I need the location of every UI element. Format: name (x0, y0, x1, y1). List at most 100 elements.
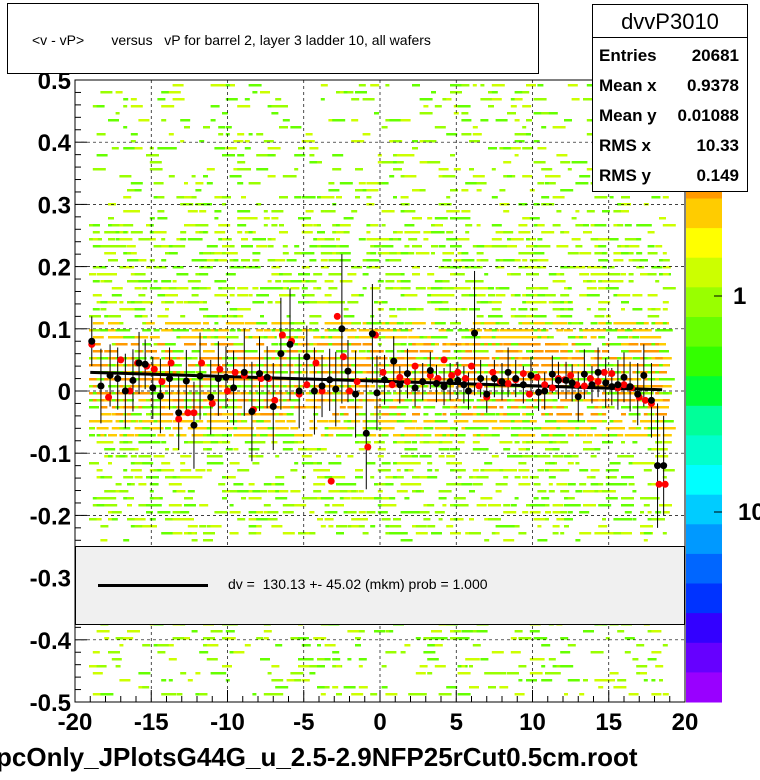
heatmap-cell (412, 273, 420, 276)
heatmap-cell (89, 518, 99, 521)
heatmap-cell (624, 364, 630, 367)
heatmap-cell (510, 147, 521, 150)
heatmap-cell (123, 637, 134, 640)
heatmap-cell (275, 287, 283, 290)
heatmap-cell (613, 343, 623, 346)
heatmap-cell (347, 385, 352, 388)
heatmap-cell (248, 448, 253, 451)
colorbar-segment (686, 435, 722, 466)
heatmap-cell (431, 322, 438, 325)
heatmap-cell (579, 483, 587, 486)
heatmap-cell (621, 399, 629, 402)
heatmap-cell (320, 357, 326, 360)
heatmap-cell (142, 392, 148, 395)
heatmap-cell (472, 658, 480, 661)
heatmap-cell (590, 238, 604, 241)
heatmap-cell (461, 189, 469, 192)
heatmap-cell (168, 91, 181, 94)
heatmap-cell (146, 266, 152, 269)
heatmap-cell (252, 287, 259, 290)
heatmap-cell (313, 490, 322, 493)
heatmap-cell (613, 532, 623, 535)
heatmap-cell (514, 119, 520, 122)
heatmap-cell (537, 322, 547, 325)
heatmap-cell (172, 245, 185, 248)
heatmap-cell (450, 406, 457, 409)
heatmap-cell (400, 392, 407, 395)
heatmap-cell (586, 364, 592, 367)
heatmap-cell (214, 280, 227, 283)
heatmap-cell (328, 273, 342, 276)
heatmap-cell (210, 427, 221, 430)
heatmap-cell (662, 644, 668, 647)
heatmap-cell (469, 518, 474, 521)
heatmap-cell (199, 140, 205, 143)
heatmap-cell (605, 329, 612, 332)
y-tick-label: 0.1 (38, 317, 71, 344)
heatmap-cell (476, 504, 487, 507)
heatmap-cell (225, 252, 238, 255)
heatmap-cell (248, 217, 258, 220)
heatmap-cell (522, 413, 528, 416)
heatmap-cell (377, 483, 384, 486)
heatmap-cell (267, 336, 275, 339)
heatmap-cell (218, 483, 226, 486)
heatmap-cell (267, 427, 275, 430)
heatmap-cell (662, 420, 674, 423)
heatmap-cell (613, 462, 620, 465)
heatmap-cell (438, 266, 450, 269)
heatmap-cell (613, 280, 624, 283)
heatmap-cell (548, 441, 555, 444)
black-point (310, 387, 318, 395)
heatmap-cell (161, 287, 175, 290)
heatmap-cell (503, 427, 511, 430)
heatmap-cell (195, 476, 203, 479)
heatmap-cell (225, 630, 235, 633)
heatmap-cell (332, 336, 344, 339)
heatmap-cell (537, 238, 543, 241)
heatmap-cell (134, 434, 139, 437)
heatmap-cell (415, 490, 421, 493)
heatmap-cell (332, 427, 339, 430)
heatmap-cell (157, 196, 165, 199)
heatmap-cell (180, 455, 192, 458)
heatmap-cell (567, 357, 572, 360)
heatmap-cell (111, 294, 122, 297)
heatmap-cell (503, 469, 511, 472)
heatmap-cell (149, 238, 156, 241)
heatmap-cell (355, 371, 361, 374)
heatmap-cell (256, 518, 269, 521)
colorbar-segment (686, 405, 722, 436)
heatmap-cell (450, 504, 454, 507)
heatmap-cell (157, 644, 171, 647)
heatmap-cell (241, 427, 254, 430)
heatmap-cell (628, 399, 636, 402)
heatmap-cell (412, 413, 420, 416)
heatmap-cell (556, 406, 566, 409)
black-point (121, 387, 129, 395)
heatmap-cell (267, 245, 274, 248)
heatmap-cell (640, 336, 647, 339)
heatmap-cell (267, 301, 273, 304)
heatmap-cell (244, 385, 252, 388)
heatmap-cell (522, 252, 535, 255)
heatmap-cell (408, 252, 415, 255)
heatmap-cell (153, 329, 160, 332)
heatmap-cell (518, 133, 528, 136)
black-point (588, 381, 596, 389)
heatmap-cell (381, 399, 391, 402)
heatmap-cell (241, 385, 246, 388)
heatmap-cell (377, 336, 389, 339)
heatmap-cell (298, 336, 305, 339)
heatmap-cell (358, 511, 366, 514)
heatmap-cell (389, 315, 398, 318)
heatmap-cell (583, 448, 589, 451)
heatmap-cell (119, 301, 124, 304)
heatmap-cell (427, 658, 438, 661)
heatmap-cell (256, 364, 266, 367)
heatmap-cell (526, 441, 530, 444)
heatmap-cell (252, 364, 259, 367)
heatmap-cell (400, 378, 408, 381)
heatmap-cell (157, 343, 169, 346)
heatmap-cell (339, 259, 351, 262)
